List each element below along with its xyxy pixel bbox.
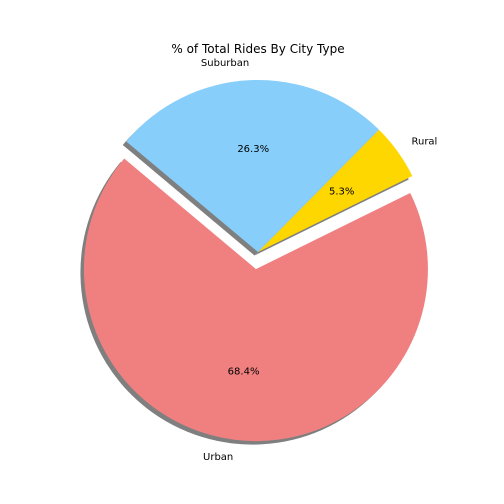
pie-slice-layer (84, 80, 428, 441)
slice-label-urban: Urban (203, 452, 233, 463)
slice-pct-label-rural: 5.3% (329, 187, 354, 198)
slice-pct-label-urban: 68.4% (228, 367, 260, 378)
slice-label-rural: Rural (411, 136, 437, 147)
slice-pct-label-suburban: 26.3% (237, 144, 269, 155)
chart-title: % of Total Rides By City Type (171, 42, 344, 56)
slice-label-suburban: Suburban (201, 58, 249, 69)
